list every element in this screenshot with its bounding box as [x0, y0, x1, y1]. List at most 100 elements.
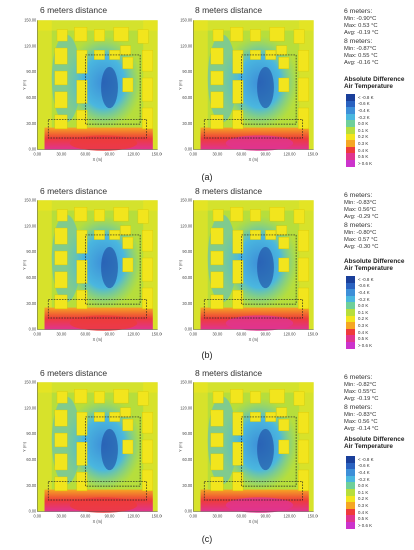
- legend-entry: 0.0 K: [346, 120, 406, 127]
- stats-min: Min: -0.90°C: [344, 16, 377, 22]
- building-block: [210, 476, 224, 491]
- legend-swatch: [346, 482, 355, 489]
- heatmap-8m: 150.00 120.00 90.00 60.00 30.00 0.00 0.00 30.00…: [178, 18, 318, 168]
- x-tick-label: 30.00: [56, 513, 67, 518]
- legend-label: -0.4 K: [358, 469, 370, 475]
- stats-avg: Avg: -0.19 °C: [344, 396, 379, 403]
- y-axis-label: Y (m): [22, 259, 26, 270]
- building-block: [210, 453, 224, 471]
- y-tick-label: 120.00: [24, 405, 37, 410]
- building-block: [76, 80, 88, 104]
- building-block: [54, 453, 68, 471]
- building-block: [122, 57, 134, 69]
- legend-title: Absolute Difference Air Temperature: [344, 436, 405, 451]
- legend-swatch: [346, 100, 355, 108]
- y-tick-label: 120.00: [180, 405, 193, 410]
- map-warm-edge: [193, 20, 314, 31]
- x-tick-label: 150.00: [152, 331, 162, 336]
- legend-entry: -0.4 K: [346, 289, 406, 296]
- study-area-outline: [85, 54, 141, 125]
- map-hot-core: [225, 135, 294, 151]
- y-tick-label: 60.00: [26, 275, 37, 280]
- x-tick-label: 60.00: [237, 331, 248, 336]
- legend-label: 0.1 K: [358, 489, 369, 495]
- legend-entry: 0.1 K: [346, 488, 406, 496]
- building-block: [232, 230, 244, 254]
- building-block: [230, 27, 244, 42]
- color-legend: < -0.8 K -0.6 K -0.4 K -0.2 K 0.0 K 0.1 K 0.2 …: [346, 276, 406, 349]
- legend-entry: > 0.6 K: [346, 341, 406, 349]
- legend-label: > 0.6 K: [358, 522, 373, 528]
- building-block: [142, 287, 153, 309]
- building-block: [210, 432, 224, 448]
- legend-label: -0.2 K: [358, 296, 370, 302]
- building-block: [120, 45, 131, 56]
- legend-entry: 0.4 K: [346, 508, 406, 516]
- building-block: [142, 230, 153, 252]
- legend-swatch: [346, 456, 355, 463]
- map-warm-edge: [37, 20, 158, 31]
- building-block: [269, 207, 285, 222]
- legend-entry: > 0.6 K: [346, 159, 406, 167]
- building-block: [54, 70, 68, 86]
- building-block: [76, 442, 88, 466]
- building-block: [76, 260, 88, 284]
- legend-label: -0.6 K: [358, 101, 370, 107]
- building-block: [232, 442, 244, 466]
- stats-min: Min: -0.83°C: [344, 411, 377, 418]
- building-block: [298, 107, 309, 129]
- building-block: [54, 250, 68, 266]
- stats-max: Max: 0.57 °C: [344, 236, 378, 243]
- legend-swatch: [346, 107, 355, 114]
- building-block: [298, 230, 309, 252]
- legend-swatch: [346, 515, 355, 522]
- building-block: [137, 209, 149, 224]
- heatmap-svg: 150.00 120.00 90.00 60.00 30.00 0.000.00 30.00…: [178, 18, 318, 162]
- x-tick-label: 150.00: [152, 513, 162, 518]
- building-block: [232, 50, 244, 74]
- y-tick-label: 150.00: [180, 198, 193, 202]
- y-tick-label: 60.00: [26, 95, 37, 100]
- building-block: [276, 407, 287, 418]
- x-tick-label: 60.00: [81, 513, 92, 518]
- y-axis-label: Y (m): [178, 79, 182, 90]
- building-block: [298, 257, 309, 282]
- legend-swatch: [346, 328, 355, 336]
- y-tick-label: 30.00: [182, 483, 193, 488]
- x-tick-label: 30.00: [212, 151, 223, 156]
- building-block: [56, 391, 68, 404]
- y-tick-label: 30.00: [26, 301, 37, 306]
- building-block: [232, 260, 244, 284]
- building-block: [142, 77, 153, 102]
- map-warm-edge: [193, 382, 208, 512]
- stats-min: Min: -0.87°C: [344, 45, 377, 52]
- y-tick-label: 0.00: [29, 509, 37, 514]
- map-cold-core: [257, 66, 274, 109]
- x-tick-label: 120.00: [284, 513, 297, 518]
- legend-swatch: [346, 521, 355, 529]
- map-warm-edge: [37, 20, 52, 150]
- building-block: [142, 439, 153, 464]
- building-block: [120, 225, 131, 236]
- stats-min: Min: -0.83°C: [344, 200, 377, 206]
- y-tick-label: 150.00: [24, 380, 37, 384]
- building-block: [210, 91, 224, 109]
- y-tick-label: 60.00: [182, 95, 193, 100]
- legend-swatch: [346, 276, 355, 283]
- y-tick-label: 150.00: [24, 18, 37, 22]
- heatmap-8m: 150.00 120.00 90.00 60.00 30.00 0.00 0.00 30.00…: [178, 380, 318, 530]
- y-tick-label: 90.00: [26, 249, 37, 254]
- x-tick-label: 0.00: [33, 331, 41, 336]
- building-block: [74, 207, 88, 222]
- building-block: [269, 389, 285, 404]
- legend-entry: 0.3 K: [346, 502, 406, 509]
- legend-label: 0.2 K: [358, 496, 369, 502]
- y-axis-label: Y (m): [178, 259, 182, 270]
- x-axis-label: X (m): [93, 157, 103, 162]
- x-axis-label: X (m): [249, 157, 259, 162]
- map-cold-core: [101, 428, 118, 471]
- map-hot-core: [225, 497, 294, 513]
- legend-entry: 0.0 K: [346, 302, 406, 309]
- building-block: [250, 391, 261, 404]
- legend-swatch: [346, 146, 355, 154]
